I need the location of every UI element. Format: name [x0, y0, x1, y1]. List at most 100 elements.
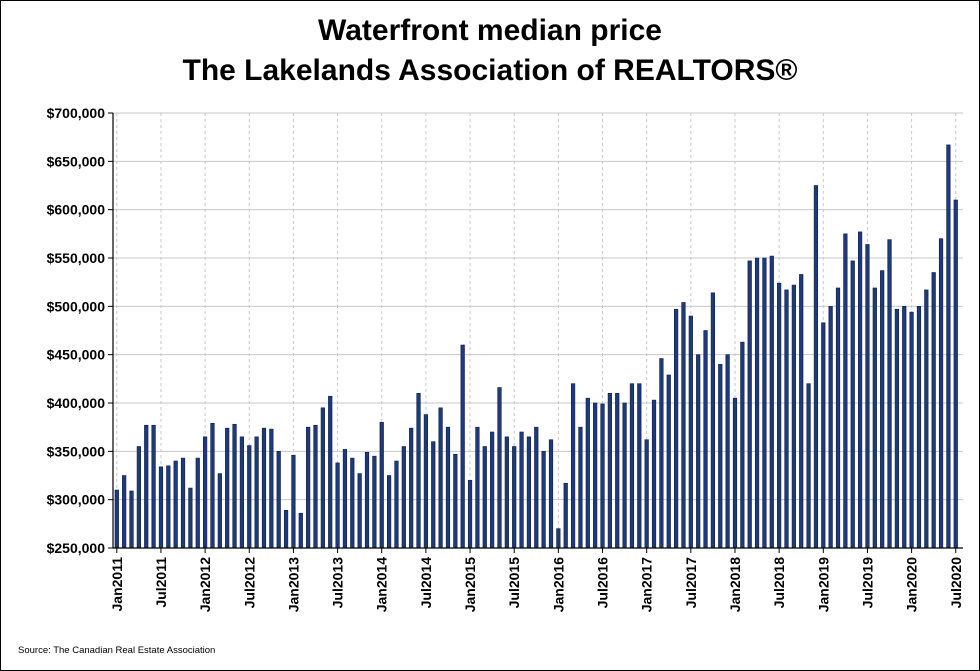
bar — [754, 257, 760, 549]
bar — [791, 284, 796, 549]
bar — [821, 322, 826, 549]
x-tick-label: Jan2017 — [639, 557, 655, 612]
bar — [843, 233, 848, 549]
x-tick-label: Jul2015 — [506, 557, 522, 609]
bar — [548, 439, 554, 549]
bar — [659, 358, 664, 549]
bar — [865, 244, 870, 549]
bar — [335, 462, 340, 549]
bar — [475, 426, 480, 549]
bar — [180, 457, 186, 549]
bar — [526, 436, 532, 549]
bar — [225, 427, 230, 549]
x-tick-label: Jul2016 — [595, 557, 611, 609]
x-tick-label: Jan2019 — [815, 557, 831, 612]
bar — [401, 446, 406, 549]
bar — [828, 306, 833, 549]
bar — [850, 260, 855, 549]
y-tick-label: $550,000 — [47, 250, 106, 266]
bar — [151, 424, 156, 549]
bar — [585, 397, 590, 549]
bar — [784, 289, 789, 549]
bar — [342, 449, 348, 549]
y-tick-label: $300,000 — [47, 492, 106, 508]
x-tick-label: Jul2019 — [859, 557, 875, 609]
bar — [394, 460, 399, 549]
x-tick-label: Jan2013 — [285, 557, 301, 612]
bar — [813, 185, 819, 549]
bar — [431, 441, 436, 549]
bar — [946, 144, 951, 549]
bar — [769, 255, 774, 549]
bar — [445, 426, 451, 549]
bar — [144, 424, 149, 549]
bar — [740, 341, 745, 549]
bar — [637, 383, 642, 549]
bar — [681, 302, 686, 549]
bar — [512, 446, 517, 549]
bar — [880, 270, 885, 549]
bar — [924, 289, 929, 549]
bar — [703, 330, 708, 549]
bar — [504, 436, 509, 549]
bar — [232, 423, 237, 549]
source-note: Source: The Canadian Real Estate Associa… — [18, 645, 216, 656]
bar — [534, 426, 539, 549]
x-tick-label: Jul2014 — [418, 557, 434, 609]
bar — [114, 489, 119, 549]
bar — [158, 466, 164, 549]
bar — [909, 311, 914, 549]
y-tick-label: $450,000 — [47, 347, 106, 363]
bar — [129, 490, 134, 549]
bar — [122, 475, 127, 549]
bar — [622, 402, 627, 549]
x-tick-label: Jul2017 — [683, 557, 699, 609]
x-tick-label: Jul2013 — [330, 557, 346, 609]
bar — [806, 383, 811, 549]
bar — [328, 395, 333, 549]
bars — [114, 144, 958, 549]
bar — [306, 426, 311, 549]
x-tick-label: Jan2020 — [904, 557, 920, 612]
bar — [276, 451, 281, 549]
bar — [747, 260, 752, 549]
bar — [541, 451, 546, 549]
y-tick-label: $600,000 — [47, 202, 106, 218]
bar — [887, 239, 892, 549]
bar — [696, 354, 701, 549]
bar — [799, 274, 804, 549]
bar — [283, 509, 289, 549]
bar — [438, 407, 443, 549]
bar — [386, 475, 392, 549]
bar — [453, 453, 458, 549]
bar — [497, 387, 502, 549]
x-tick-label: Jan2011 — [109, 557, 125, 612]
bar — [416, 393, 421, 549]
bar — [291, 454, 296, 549]
bar — [902, 306, 907, 549]
bar — [409, 427, 414, 549]
x-tick-label: Jan2015 — [462, 557, 478, 612]
y-tick-label: $650,000 — [47, 153, 106, 169]
axes: $250,000 $300,000 $350,000 $400,000 $450,000… — [47, 105, 964, 612]
bar — [195, 457, 200, 549]
bar — [482, 446, 487, 549]
bar — [651, 399, 657, 549]
x-tick-label: Jan2018 — [727, 557, 743, 612]
bar — [938, 238, 944, 549]
x-tick-label: Jan2016 — [550, 557, 566, 612]
x-tick-label: Jul2012 — [241, 557, 257, 609]
bar — [835, 287, 841, 549]
bar — [364, 451, 370, 549]
bar — [460, 344, 465, 549]
bar — [136, 446, 141, 549]
bar — [762, 257, 767, 549]
bar — [239, 436, 245, 549]
bar — [313, 424, 318, 549]
bar — [217, 473, 222, 549]
bar — [894, 308, 899, 549]
bar — [320, 407, 325, 549]
bar — [578, 426, 583, 549]
bar — [357, 473, 362, 549]
bar — [570, 383, 576, 549]
